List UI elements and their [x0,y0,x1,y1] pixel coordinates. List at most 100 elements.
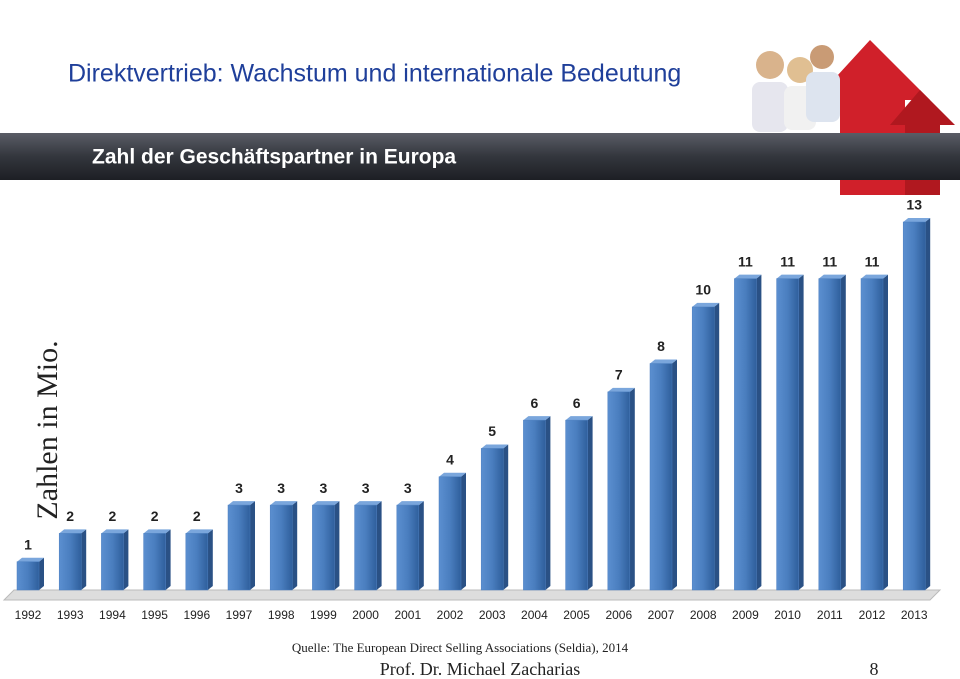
x-tick-label: 2011 [817,608,843,622]
value-label: 6 [531,395,539,411]
x-tick-label: 2006 [605,608,632,622]
bar [16,561,40,591]
floor [2,589,942,601]
bar-side [81,529,87,590]
value-label: 3 [320,480,328,496]
bar [101,533,124,591]
bar-side [883,274,888,590]
value-label: 13 [906,197,922,213]
bar-top [903,218,931,222]
bar [523,419,546,591]
bar-side [798,274,804,590]
bar [691,306,715,591]
bar-side [545,416,551,590]
bar-side [756,274,762,590]
slide-title: Direktvertrieb: Wachstum und internation… [68,60,681,88]
bar-side [587,416,593,590]
bar-top [692,302,720,307]
x-tick-label: 1994 [99,608,126,622]
bar-side [672,359,677,590]
x-tick-label: 2004 [521,608,548,622]
bar [354,504,377,591]
value-label: 3 [277,480,285,496]
source: Quelle: The European Direct Selling Asso… [292,640,629,655]
bar-side [207,529,213,590]
bar-side [461,472,466,590]
bar [312,504,335,591]
bar-top [396,501,424,506]
bar [607,391,631,591]
x-tick-label: 2002 [437,608,464,622]
bar-side [376,501,382,590]
x-tick-label: 2010 [774,608,801,622]
bar-top [861,274,888,279]
x-tick-label: 2007 [648,608,675,622]
bar [269,504,293,591]
bar-side [840,274,846,590]
value-label: 11 [865,253,880,269]
author: Prof. Dr. Michael Zacharias [380,659,580,679]
value-label: 11 [822,253,837,269]
value-label: 7 [615,367,623,383]
bar [185,533,209,591]
bar [818,278,842,591]
x-tick-label: 1998 [268,608,295,622]
bar-top [607,387,635,392]
bar-top [270,501,298,506]
bar-top [650,359,677,364]
x-tick-label: 2003 [479,608,506,622]
value-label: 10 [695,282,711,298]
bar-top [59,529,87,534]
bar [565,419,588,591]
x-tick-label: 1999 [310,608,337,622]
value-label: 3 [235,480,243,496]
bar [860,278,884,591]
bar-side [123,529,129,590]
bar [902,221,926,591]
bar [734,278,757,591]
x-tick-label: 2008 [690,608,717,622]
bar-side [250,501,255,590]
bar-top [776,274,804,279]
bar-top [734,274,762,279]
value-label: 11 [738,253,753,269]
value-label: 4 [446,451,454,467]
bar-side [925,218,931,590]
value-label: 6 [573,395,581,411]
bar [480,448,504,591]
bar-top [143,529,171,534]
bar-side [165,529,171,590]
bar-top [481,444,509,449]
x-tick-label: 2001 [394,608,421,622]
bar-top [818,274,846,279]
bar [776,278,799,591]
value-label: 2 [66,508,74,524]
bar-top [354,501,382,506]
bar [143,533,166,591]
value-label: 3 [404,480,412,496]
bar-top [439,472,466,477]
bar-top [228,501,255,506]
value-label: 8 [657,338,665,354]
y-axis-label: Zahlen in Mio. [31,340,64,519]
bar-side [714,302,720,590]
banner [0,133,960,180]
bar [227,504,251,591]
bar-top [185,529,213,534]
value-label: 2 [109,508,117,524]
value-label: 11 [780,253,795,269]
banner-title: Zahl der Geschäftspartner in Europa [92,146,456,169]
bar-side [292,501,298,590]
bar-side [503,444,509,590]
value-label: 3 [362,480,370,496]
bar-top [312,501,340,506]
bar-top [565,416,593,421]
bar [58,533,82,591]
x-tick-label: 2013 [901,608,928,622]
x-tick-label: 2005 [563,608,590,622]
bar-side [334,501,340,590]
bar-top [101,529,129,534]
x-tick-label: 1993 [57,608,84,622]
bar-top [523,416,551,421]
